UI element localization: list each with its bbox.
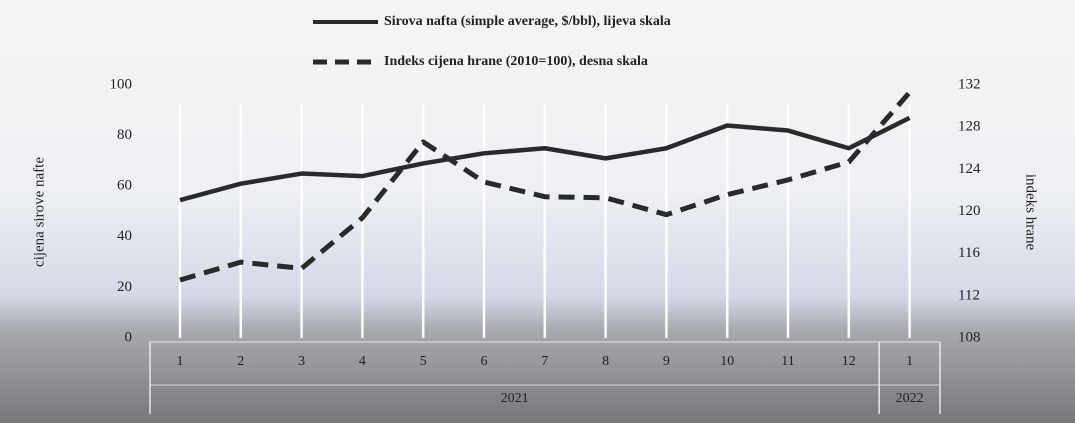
x-tick-label: 2 (237, 354, 244, 369)
x-group-label: 2021 (501, 391, 529, 406)
y-axis-label: cijena sirove nafte (31, 157, 47, 267)
y-tick-label: 80 (117, 127, 132, 143)
y2-axis-label: indeks hrane (1023, 174, 1039, 251)
legend-label: Indeks cijena hrane (2010=100), desna sk… (384, 54, 648, 69)
x-tick-label: 7 (541, 354, 548, 369)
y-tick-label: 60 (117, 178, 132, 194)
x-tick-label: 10 (720, 354, 734, 369)
x-tick-label: 8 (602, 354, 609, 369)
x-tick-label: 3 (298, 354, 305, 369)
series-line (179, 90, 912, 283)
legend-label: Sirova nafta (simple average, $/bbl), li… (384, 14, 671, 29)
y-tick-label: 20 (117, 279, 132, 295)
x-tick-label: 5 (420, 354, 427, 369)
legend: Sirova nafta (simple average, $/bbl), li… (313, 14, 671, 69)
x-tick-label: 1 (906, 354, 913, 369)
y-tick-label: 100 (110, 76, 133, 92)
y2-tick-label: 112 (958, 287, 980, 303)
y2-tick-label: 128 (958, 119, 981, 135)
y2-tick-label: 132 (958, 76, 981, 92)
y-tick-label: 0 (125, 329, 133, 345)
x-tick-label: 9 (663, 354, 670, 369)
x-tick-label: 12 (842, 354, 856, 369)
x-group-label: 2022 (896, 391, 924, 406)
x-tick-label: 6 (481, 354, 488, 369)
y2-tick-label: 108 (958, 329, 981, 345)
series-line (179, 115, 911, 203)
x-tick-label: 1 (177, 354, 184, 369)
x-tick-label: 4 (359, 354, 366, 369)
y2-tick-label: 124 (958, 161, 981, 177)
y2-tick-label: 120 (958, 203, 981, 219)
y-tick-label: 40 (117, 228, 132, 244)
x-tick-label: 11 (781, 354, 794, 369)
y2-tick-label: 116 (958, 245, 980, 261)
